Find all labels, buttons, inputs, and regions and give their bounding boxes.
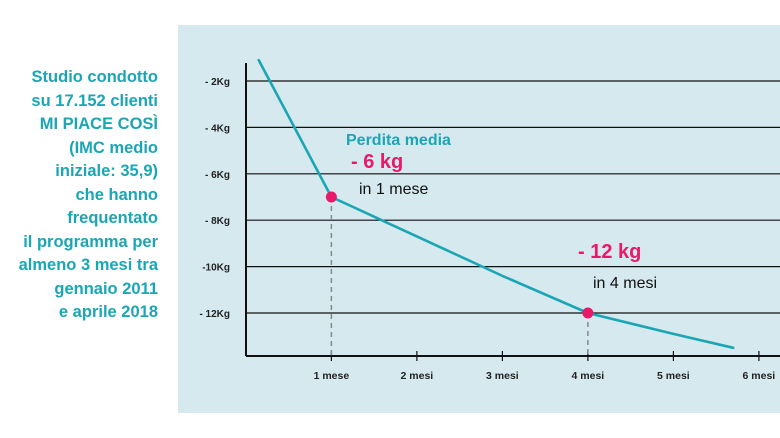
annotations: Perdita media - 6 kg in 1 mese - 12 kg in 4 … [346, 132, 657, 292]
x-tick-label: 4 mesi [572, 370, 605, 382]
x-tick-label: 1 mese [314, 370, 350, 382]
x-tick-label: 6 mesi [743, 370, 776, 382]
study-description-line: e aprile 2018 [58, 303, 158, 321]
study-description-line: MI PIACE COSÌ [39, 115, 158, 133]
study-description-line: il programma per [23, 232, 158, 251]
y-tick-label: - 6Kg [205, 170, 230, 181]
x-tick-labels: 1 mese 2 mesi 3 mesi 4 mesi 5 mesi 6 mesi [314, 370, 776, 382]
annotation-heading: Perdita media [346, 132, 451, 149]
y-tick-label: - 2Kg [205, 77, 230, 88]
guide-lines [330, 197, 589, 356]
grid-lines [246, 80, 780, 314]
y-tick-label: - 8Kg [205, 216, 230, 227]
study-description-line: Studio condotto [31, 68, 158, 86]
highlight-points [325, 191, 594, 319]
annotation-sub: in 4 mesi [593, 275, 657, 292]
chart-panel: - 2Kg - 4Kg - 6Kg - 8Kg -10Kg - 12Kg 1 mese 2 … [178, 25, 780, 413]
highlight-point [325, 191, 337, 203]
annotation-value: - 12 kg [578, 241, 641, 263]
axes [245, 63, 780, 361]
study-description-line: almeno 3 mesi tra [18, 256, 158, 274]
y-tick-labels: - 2Kg - 4Kg - 6Kg - 8Kg -10Kg - 12Kg [199, 77, 230, 320]
study-description: Studio condotto su 17.152 clienti MI PIACE… [0, 66, 158, 325]
y-tick-label: - 4Kg [205, 123, 230, 134]
study-description-line: (IMC medio [69, 138, 158, 157]
x-tick-label: 3 mesi [486, 370, 519, 382]
x-tick-label: 5 mesi [657, 370, 690, 382]
series-layer [257, 58, 735, 350]
study-description-line: su 17.152 clienti [31, 91, 158, 110]
study-description-line: gennaio 2011 [54, 279, 158, 298]
study-description-line: iniziale: 35,9) [55, 162, 158, 180]
weight-loss-chart: - 2Kg - 4Kg - 6Kg - 8Kg -10Kg - 12Kg 1 mese 2 … [199, 58, 780, 382]
x-tick-label: 2 mesi [401, 370, 434, 382]
highlight-point [582, 307, 594, 319]
y-tick-label: -10Kg [202, 263, 230, 274]
annotation-value: - 6 kg [351, 151, 403, 173]
annotation-sub: in 1 mese [359, 181, 428, 198]
study-description-line: che hanno [75, 185, 158, 204]
y-tick-label: - 12Kg [199, 309, 230, 320]
study-description-line: frequentato [67, 209, 158, 227]
series-line [257, 58, 735, 350]
